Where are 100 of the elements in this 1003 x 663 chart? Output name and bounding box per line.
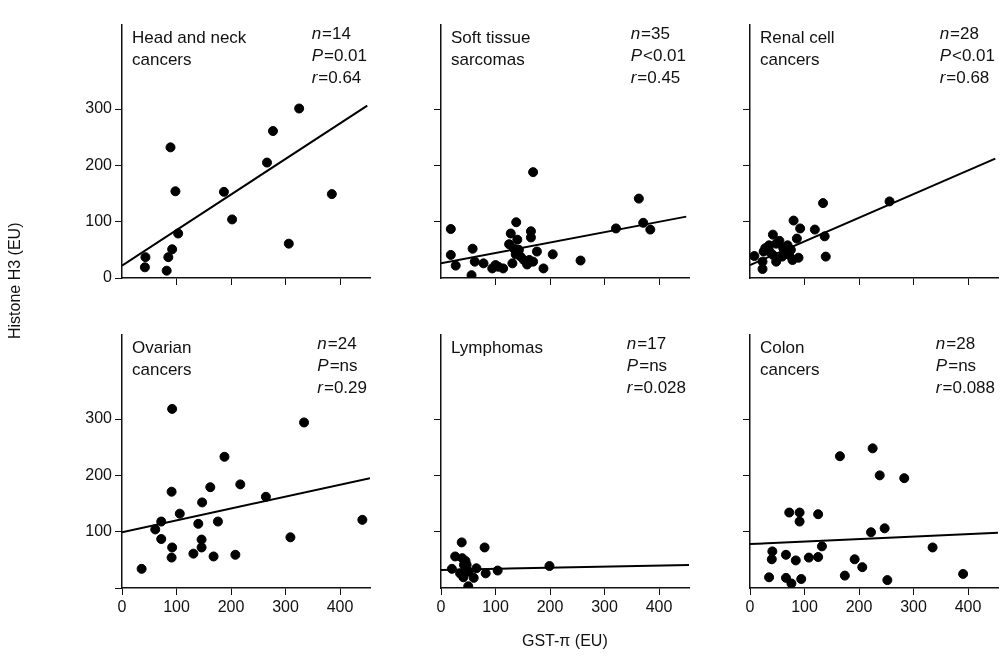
point: [633, 193, 644, 204]
point: [167, 403, 178, 414]
annotation: r=0.028: [626, 377, 687, 397]
point: [326, 189, 337, 200]
text: Renal cell cancers: [760, 27, 835, 69]
text: Soft tissue sarcomas: [451, 27, 531, 69]
point: [820, 251, 831, 262]
point: [764, 572, 775, 583]
x-tick-label: 300: [591, 598, 618, 616]
point: [479, 542, 490, 553]
point: [839, 570, 850, 581]
point: [786, 578, 797, 588]
point: [285, 532, 296, 543]
y-tick-label: 200: [85, 155, 113, 173]
point: [819, 231, 830, 242]
point: [813, 509, 824, 520]
x-tick-label: 400: [326, 598, 354, 616]
y-axis-title: Histone H3 (EU): [6, 222, 24, 339]
point: [795, 223, 806, 234]
point: [884, 196, 895, 207]
annotation: P=ns: [317, 355, 358, 375]
x-tick-label: 100: [163, 598, 190, 616]
point: [267, 126, 278, 137]
point: [235, 479, 246, 490]
point: [139, 262, 150, 273]
point: [879, 523, 890, 534]
point: [136, 563, 147, 574]
x-tick-label: 300: [900, 598, 927, 616]
annotation: n=28: [939, 23, 979, 43]
annotation: n=28: [935, 333, 976, 353]
point: [511, 217, 522, 228]
point: [166, 486, 177, 497]
point: [357, 514, 368, 525]
point: [834, 451, 845, 462]
x-tick-label: 0: [745, 598, 755, 616]
point: [809, 224, 820, 235]
point: [818, 198, 829, 209]
point: [480, 568, 491, 579]
point: [874, 470, 885, 481]
point: [575, 255, 586, 266]
y-tick-label: 0: [103, 268, 113, 286]
point: [750, 251, 760, 262]
text: Colon cancers: [760, 337, 820, 379]
x-tick-label: 200: [536, 598, 564, 616]
point: [469, 256, 480, 267]
point: [466, 270, 477, 278]
point: [170, 186, 181, 197]
point: [794, 507, 805, 518]
point: [927, 542, 938, 553]
point: [531, 246, 542, 257]
point: [208, 551, 219, 562]
point: [283, 238, 294, 249]
point: [299, 417, 310, 428]
point: [205, 482, 216, 493]
point: [766, 554, 777, 565]
point: [450, 260, 461, 271]
point: [197, 497, 208, 508]
annotation: n=35: [630, 23, 670, 43]
point: [790, 555, 801, 566]
point: [610, 223, 621, 234]
point: [446, 563, 457, 574]
x-tick-label: 400: [645, 598, 673, 616]
y-tick-label: 100: [85, 212, 113, 230]
x-tick-label: 100: [482, 598, 509, 616]
annotation: n=17: [626, 333, 667, 353]
point: [857, 562, 868, 573]
point: [161, 265, 172, 276]
point: [193, 518, 204, 529]
annotation: P<0.01: [939, 45, 995, 65]
chart-title: Lymphomas: [451, 337, 543, 357]
y-tick-label: 300: [85, 409, 113, 427]
point: [260, 491, 271, 502]
annotation: P=ns: [626, 355, 668, 375]
point: [445, 224, 456, 235]
point: [793, 252, 804, 263]
point: [867, 443, 878, 454]
annotation: r=0.45: [630, 67, 681, 87]
point: [866, 527, 876, 538]
x-tick-label: 200: [845, 598, 873, 616]
point: [261, 157, 272, 168]
x-tick-label: 300: [272, 598, 299, 616]
x-tick-label: 0: [436, 598, 446, 616]
point: [456, 537, 467, 548]
point: [156, 516, 167, 527]
x-tick-label: 100: [791, 598, 818, 616]
point: [784, 507, 795, 518]
point: [780, 572, 791, 583]
point: [227, 214, 238, 225]
annotation: P=0.01: [311, 45, 367, 65]
point: [230, 549, 241, 560]
point: [471, 563, 482, 574]
point: [794, 516, 805, 527]
point: [813, 552, 824, 563]
annotation: r=0.29: [317, 377, 367, 397]
annotation: n=24: [317, 333, 357, 353]
point: [547, 249, 558, 260]
point: [140, 252, 151, 263]
point: [163, 252, 174, 263]
point: [796, 573, 807, 584]
point: [156, 534, 167, 545]
